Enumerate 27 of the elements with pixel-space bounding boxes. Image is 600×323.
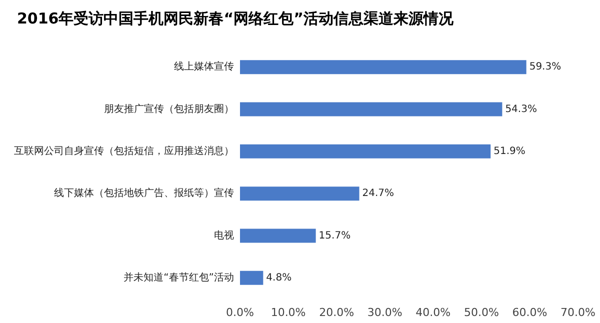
data-label: 54.3%	[505, 104, 537, 115]
data-label: 51.9%	[494, 146, 526, 157]
bar	[240, 60, 526, 74]
data-label: 4.8%	[266, 272, 292, 284]
data-label: 59.3%	[529, 62, 562, 73]
y-tick-label: 朋友推广宣传（包括朋友圈）	[104, 102, 234, 115]
y-tick-label: 互联网公司自身宣传（包括短信，应用推送消息）	[14, 144, 234, 157]
x-tick-label: 0.0%	[226, 306, 254, 319]
y-tick-label: 线上媒体宣传	[174, 60, 234, 73]
y-tick-label: 并未知道“春节红包”活动	[124, 271, 234, 284]
bar	[240, 144, 491, 158]
x-tick-label: 30.0%	[367, 306, 402, 319]
bar	[240, 228, 316, 243]
data-label: 15.7%	[318, 230, 351, 242]
x-tick-label: 20.0%	[319, 306, 354, 319]
bar	[240, 186, 360, 201]
chart-title: 2016年受访中国手机网民新春“网络红包”活动信息渠道来源情况	[17, 10, 454, 28]
x-tick-label: 60.0%	[512, 306, 548, 319]
y-tick-label: 电视	[214, 229, 234, 242]
data-label: 24.7%	[362, 188, 394, 200]
bar	[240, 102, 502, 116]
y-tick-label: 线下媒体（包括地铁广告、报纸等）宣传	[54, 187, 234, 200]
bar	[240, 270, 264, 285]
x-tick-label: 10.0%	[270, 306, 306, 319]
x-tick-label: 50.0%	[464, 306, 499, 319]
x-tick-label: 40.0%	[416, 306, 451, 319]
x-tick-label: 70.0%	[560, 306, 596, 319]
